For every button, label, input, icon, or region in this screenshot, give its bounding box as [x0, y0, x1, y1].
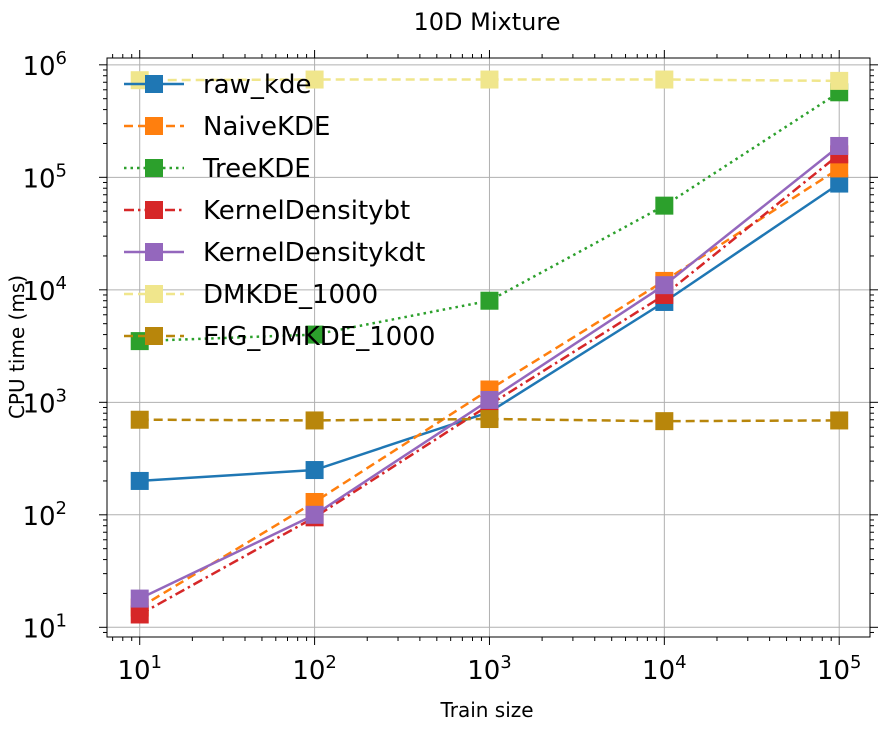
data-point: [305, 325, 324, 344]
data-point: [655, 196, 674, 215]
legend-label: DMKDE_1000: [203, 280, 378, 310]
data-point: [830, 159, 849, 178]
data-point: [830, 174, 849, 193]
y-tick-label: 103: [22, 385, 67, 419]
data-point: [480, 70, 499, 89]
data-point: [480, 291, 499, 310]
data-point: [305, 461, 324, 480]
axis-ticks: 101 102 103 104 105 101 102 103 104 105 106: [22, 48, 878, 686]
legend-label: NaiveKDE: [203, 112, 331, 142]
data-point: [655, 276, 674, 295]
legend-label: EIG_DMKDE_1000: [203, 322, 435, 352]
data-point: [830, 71, 849, 90]
legend-entry: raw_kde: [124, 70, 311, 100]
y-tick-label: 105: [22, 160, 67, 194]
data-point: [130, 471, 149, 490]
data-point: [655, 70, 674, 89]
legend-label: raw_kde: [203, 70, 311, 100]
y-tick-label: 104: [22, 273, 67, 307]
data-point: [305, 70, 324, 89]
legend-marker: [145, 327, 163, 345]
x-tick-label: 101: [117, 652, 162, 686]
x-axis-label: Train size: [439, 698, 533, 722]
data-point: [130, 605, 149, 624]
legend-entry: KernelDensitykdt: [124, 238, 425, 268]
legend-entry: NaiveKDE: [124, 112, 331, 142]
series-line: [139, 78, 840, 83]
data-point: [130, 410, 149, 429]
series-EIG_DMKDE_1000: [130, 410, 849, 431]
data-point: [830, 136, 849, 155]
data-point: [480, 390, 499, 409]
x-tick-label: 104: [642, 652, 687, 686]
series-DMKDE_1000: [130, 70, 849, 90]
plot-area: [106, 57, 871, 638]
legend-entry: DMKDE_1000: [124, 280, 378, 310]
legend-label: KernelDensitykdt: [203, 238, 425, 268]
y-tick-label: 102: [22, 498, 67, 532]
legend-marker: [145, 243, 163, 261]
legend-label: KernelDensitybt: [203, 196, 410, 226]
series-group: [130, 70, 849, 624]
x-tick-label: 105: [817, 652, 862, 686]
legend-marker: [145, 117, 163, 135]
data-point: [305, 505, 324, 524]
data-point: [480, 410, 499, 429]
data-point: [655, 412, 674, 431]
legend-marker: [145, 159, 163, 177]
x-tick-label: 103: [467, 652, 512, 686]
legend-marker: [145, 75, 163, 93]
legend-marker: [145, 201, 163, 219]
y-tick-label: 106: [22, 48, 67, 82]
data-point: [830, 411, 849, 430]
x-tick-label: 102: [292, 652, 337, 686]
series-line: [139, 417, 840, 423]
series-KernelDensitykdt: [130, 136, 849, 608]
y-axis-label: CPU time (ms): [5, 275, 29, 419]
legend-entry: TreeKDE: [124, 154, 311, 184]
grid: [107, 58, 870, 637]
data-point: [130, 589, 149, 608]
legend-entry: KernelDensitybt: [124, 196, 410, 226]
chart-title: 10D Mixture: [414, 8, 561, 36]
legend-marker: [145, 285, 163, 303]
legend: raw_kde NaiveKDE TreeKDE KernelDensitybt Ker…: [124, 70, 435, 352]
y-tick-label: 101: [22, 610, 67, 644]
data-point: [305, 411, 324, 430]
legend-label: TreeKDE: [202, 154, 311, 184]
legend-entry: EIG_DMKDE_1000: [124, 322, 435, 352]
